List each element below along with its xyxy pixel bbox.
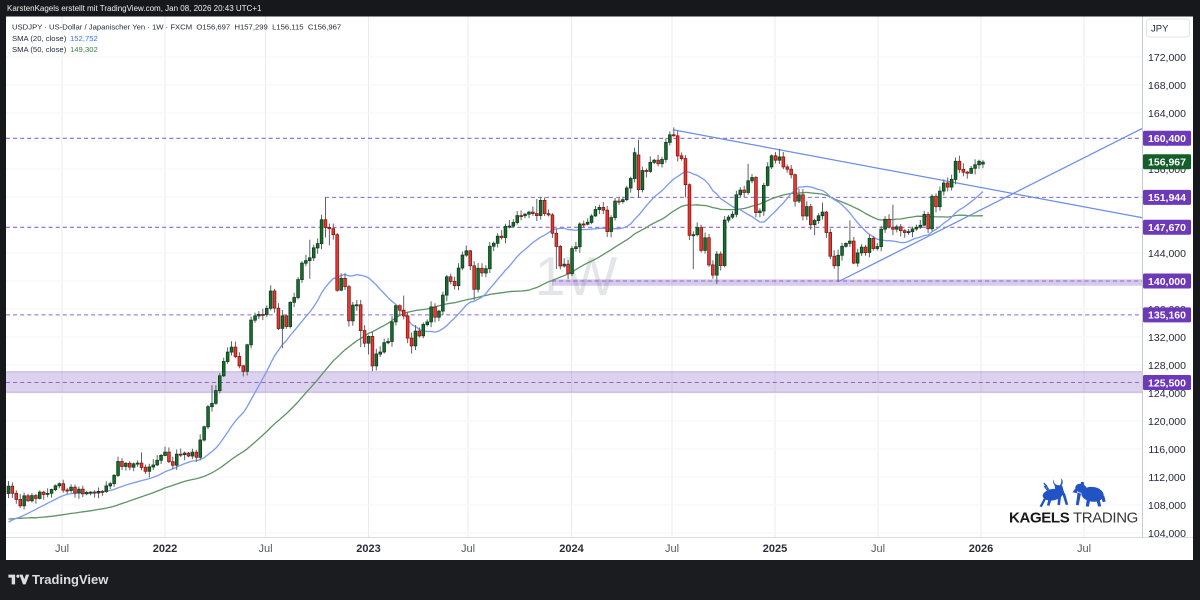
- svg-text:1W: 1W: [535, 245, 618, 307]
- svg-text:164,000: 164,000: [1148, 108, 1186, 120]
- svg-text:149,302: 149,302: [70, 45, 98, 54]
- svg-text:152,752: 152,752: [70, 34, 98, 43]
- svg-text:2024: 2024: [559, 543, 584, 555]
- svg-text:104,000: 104,000: [1148, 528, 1186, 540]
- svg-text:2025: 2025: [763, 543, 787, 555]
- svg-text:140,000: 140,000: [1148, 276, 1186, 288]
- svg-text:Jul: Jul: [461, 543, 475, 555]
- svg-text:2026: 2026: [969, 543, 993, 555]
- svg-text:128,000: 128,000: [1148, 360, 1186, 372]
- svg-text:144,000: 144,000: [1148, 248, 1186, 260]
- svg-text:Jul: Jul: [55, 543, 69, 555]
- svg-text:Jul: Jul: [665, 543, 679, 555]
- svg-text:112,000: 112,000: [1148, 472, 1185, 484]
- svg-text:Jul: Jul: [871, 543, 885, 555]
- svg-text:151,944: 151,944: [1148, 192, 1186, 204]
- svg-text:147,670: 147,670: [1148, 222, 1186, 234]
- svg-text:KAGELS TRADING: KAGELS TRADING: [1009, 510, 1138, 527]
- svg-text:124,000: 124,000: [1148, 388, 1186, 400]
- svg-text:SMA (50, close): SMA (50, close): [12, 45, 67, 54]
- svg-text:132,000: 132,000: [1148, 332, 1186, 344]
- svg-text:USDJPY · US-Dollar / Japanisch: USDJPY · US-Dollar / Japanischer Yen · 1…: [12, 23, 341, 32]
- svg-text:135,160: 135,160: [1148, 310, 1186, 322]
- svg-text:TradingView: TradingView: [32, 572, 109, 587]
- svg-text:Jul: Jul: [1077, 543, 1091, 555]
- svg-text:JPY: JPY: [1151, 24, 1169, 35]
- svg-text:2022: 2022: [153, 543, 177, 555]
- svg-text:160,400: 160,400: [1148, 133, 1186, 145]
- svg-text:108,000: 108,000: [1148, 500, 1186, 512]
- svg-text:168,000: 168,000: [1148, 80, 1186, 92]
- svg-text:125,500: 125,500: [1148, 377, 1186, 389]
- svg-text:116,000: 116,000: [1148, 444, 1185, 456]
- svg-text:SMA (20, close): SMA (20, close): [12, 34, 67, 43]
- svg-text:172,000: 172,000: [1148, 52, 1186, 64]
- svg-text:2023: 2023: [356, 543, 380, 555]
- svg-text:KarstenKagels erstellt mit Tra: KarstenKagels erstellt mit TradingView.c…: [7, 4, 262, 13]
- svg-text:120,000: 120,000: [1148, 416, 1186, 428]
- svg-text:Jul: Jul: [258, 543, 272, 555]
- svg-text:156,967: 156,967: [1148, 157, 1186, 169]
